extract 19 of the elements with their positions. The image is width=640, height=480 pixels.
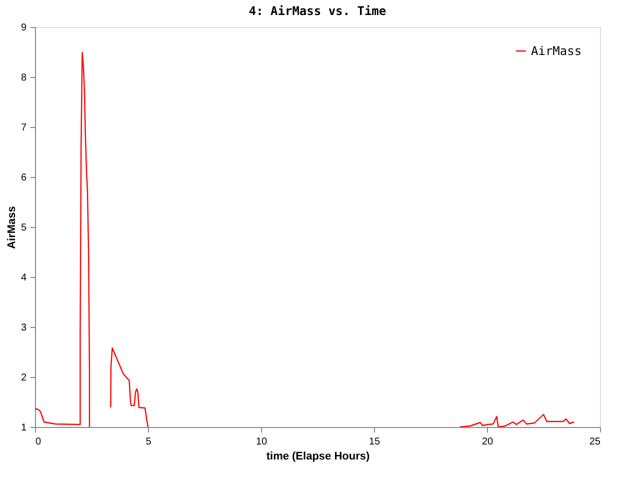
x-tick-label: 15 (368, 436, 380, 448)
y-tick-label: 6 (20, 172, 27, 184)
y-tick-label: 2 (20, 372, 27, 384)
legend-label: AirMass (531, 44, 582, 58)
y-tick-label: 1 (20, 422, 27, 434)
x-tick-label: 25 (589, 436, 601, 448)
x-tick-label: 20 (482, 436, 494, 448)
y-tick-label: 4 (20, 272, 27, 284)
x-axis-title: time (Elapse Hours) (266, 450, 370, 462)
x-tick-label: 10 (256, 436, 268, 448)
y-tick-label: 3 (20, 322, 27, 334)
x-tick-label: 5 (146, 436, 152, 448)
y-tick-label: 7 (20, 122, 27, 134)
x-tick-label: 0 (36, 436, 42, 448)
y-axis-title: AirMass (6, 206, 18, 249)
y-tick-label: 5 (20, 222, 27, 234)
chart-title: 4: AirMass vs. Time (248, 4, 386, 18)
y-tick-label: 8 (20, 72, 27, 84)
y-tick-label: 9 (20, 22, 27, 34)
